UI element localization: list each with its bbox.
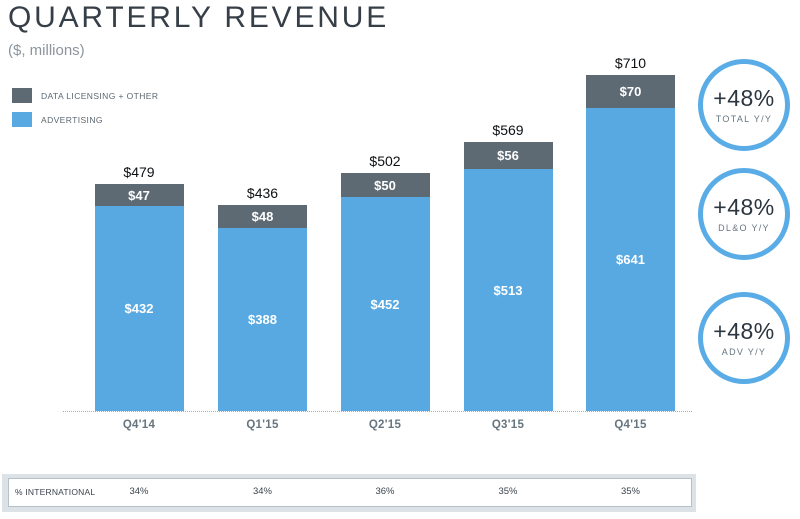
x-axis-label: Q2'15 <box>368 419 402 431</box>
international-table <box>2 474 696 512</box>
data-licensing-segment: $70 <box>586 75 675 108</box>
data-licensing-value-label: $50 <box>374 177 396 193</box>
data-licensing-segment: $50 <box>340 173 430 197</box>
page-title: QUARTERLY REVENUE <box>8 1 390 34</box>
x-axis-label: Q4'15 <box>614 419 647 431</box>
international-label: % INTERNATIONAL <box>15 487 96 497</box>
advertising-value-label: $641 <box>616 252 645 267</box>
total-value-label: $569 <box>492 122 524 138</box>
data-licensing-segment: $47 <box>94 184 184 206</box>
badge-label: DL&O Y/Y <box>718 222 770 233</box>
advertising-value-label: $513 <box>493 282 523 298</box>
growth-badge-dlo: +48% DL&O Y/Y <box>698 168 790 260</box>
x-axis-label: Q4'14 <box>122 419 156 431</box>
bar-q215: $502 $50 $452 <box>340 153 430 411</box>
badge-label: ADV Y/Y <box>721 346 767 357</box>
total-value-label: $436 <box>246 185 279 201</box>
x-axis-line <box>63 411 692 412</box>
data-licensing-value-label: $56 <box>497 148 519 163</box>
badge-label: TOTAL Y/Y <box>715 113 773 124</box>
legend-label-advertising: ADVERTISING <box>41 114 103 125</box>
total-value-label: $502 <box>369 153 401 169</box>
page-subtitle: ($, millions) <box>8 42 85 59</box>
advertising-value-label: $432 <box>124 301 154 316</box>
growth-badge-adv: +48% ADV Y/Y <box>698 292 790 384</box>
international-value: 35% <box>620 486 640 497</box>
data-licensing-segment: $56 <box>463 142 553 169</box>
badge-value: +48% <box>713 317 775 344</box>
data-licensing-value-label: $48 <box>251 209 274 224</box>
total-value-label: $479 <box>123 164 155 180</box>
advertising-segment: $388 <box>218 228 307 411</box>
bar-q115: $436 $48 $388 <box>218 185 307 411</box>
bar-q414: $479 $47 $432 <box>94 164 184 411</box>
badge-value: +48% <box>713 193 775 220</box>
advertising-value-label: $388 <box>248 312 277 327</box>
international-value: 35% <box>498 486 518 497</box>
x-axis-label: Q1'15 <box>246 419 279 431</box>
international-value: 34% <box>129 486 149 497</box>
growth-badge-total: +48% TOTAL Y/Y <box>698 59 790 151</box>
bar-q315: $569 $56 $513 <box>463 122 553 411</box>
advertising-segment: $513 <box>463 169 553 411</box>
badge-value: +48% <box>713 84 775 111</box>
legend-item-data-licensing: DATA LICENSING + OTHER <box>12 88 158 103</box>
data-licensing-value-label: $47 <box>128 187 150 203</box>
legend: DATA LICENSING + OTHER ADVERTISING <box>12 88 158 136</box>
data-licensing-swatch <box>12 88 32 103</box>
total-value-label: $710 <box>614 55 647 71</box>
advertising-segment: $432 <box>94 206 184 411</box>
data-licensing-value-label: $70 <box>619 84 642 99</box>
international-table-box <box>8 478 692 507</box>
advertising-segment: $452 <box>340 197 430 411</box>
data-licensing-segment: $48 <box>218 205 307 228</box>
advertising-segment: $641 <box>586 108 675 411</box>
bar-q415: $710 $70 $641 <box>586 55 675 411</box>
advertising-swatch <box>12 112 32 127</box>
legend-label-data-licensing: DATA LICENSING + OTHER <box>41 90 159 101</box>
x-axis-label: Q3'15 <box>491 419 525 431</box>
international-value: 34% <box>252 486 272 497</box>
advertising-value-label: $452 <box>370 296 400 312</box>
international-value: 36% <box>375 486 395 497</box>
legend-item-advertising: ADVERTISING <box>12 112 158 127</box>
